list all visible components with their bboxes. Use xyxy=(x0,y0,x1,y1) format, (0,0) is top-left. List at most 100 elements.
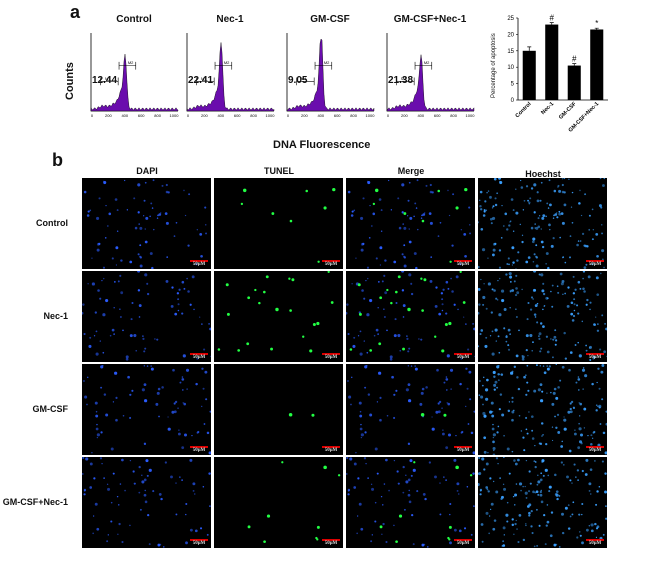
column-header-tunel: TUNEL xyxy=(264,166,294,176)
scale-bar-line xyxy=(322,446,340,448)
row-header-1: Nec-1 xyxy=(43,311,68,321)
scale-bar-label: 50μM xyxy=(192,262,206,267)
dna-histogram-2: M1 M2 0 200 400 600 800 1000 xyxy=(286,33,375,118)
micrograph-merge-1: 50μM xyxy=(346,271,475,362)
error-bar xyxy=(594,27,599,30)
micrograph-hoechst-3: 50μM xyxy=(478,457,607,548)
histogram-title-2: GM-CSF xyxy=(310,14,350,25)
scale-bar: 50μM xyxy=(190,539,208,546)
apoptosis-percent-0: 12.44 xyxy=(92,75,118,86)
scale-bar: 50μM xyxy=(190,446,208,453)
gate-m1-label-3: M1 xyxy=(401,76,407,81)
micrograph-hoechst-0: 50μM xyxy=(478,178,607,269)
scale-bar: 50μM xyxy=(586,353,604,360)
apoptosis-percent-3: 21.38 xyxy=(388,75,414,86)
histogram-title-0: Control xyxy=(116,14,152,25)
scale-bar-label: 50μM xyxy=(456,448,470,453)
histogram-tick-label: 800 xyxy=(154,113,161,118)
scale-bar-line xyxy=(586,260,604,262)
gate-m2-label-1: M2 xyxy=(224,60,230,65)
histogram-tick-label: 600 xyxy=(434,113,441,118)
scale-bar-label: 50μM xyxy=(192,541,206,546)
gate-m2-label-3: M2 xyxy=(424,60,430,65)
scale-bar-line xyxy=(190,260,208,262)
micrograph-dapi-3: 50μM xyxy=(82,457,211,548)
histogram-tick-label: 0 xyxy=(91,113,94,118)
column-header-dapi: DAPI xyxy=(136,166,158,176)
scale-bar: 50μM xyxy=(190,353,208,360)
error-bar xyxy=(572,63,577,66)
gate-m2-1 xyxy=(214,61,233,70)
histogram-shape-1 xyxy=(186,42,275,112)
scale-bar: 50μM xyxy=(190,260,208,267)
scale-bar-line xyxy=(322,353,340,355)
micrograph-merge-2: 50μM xyxy=(346,364,475,455)
gate-m2-2 xyxy=(314,61,333,70)
error-bar xyxy=(527,46,532,51)
apoptosis-percent-1: 22.41 xyxy=(188,75,214,86)
bar-gm-csf xyxy=(567,65,581,100)
scale-bar-line xyxy=(190,353,208,355)
histogram-tick-label: 200 xyxy=(105,113,112,118)
scale-bar: 50μM xyxy=(322,353,340,360)
histogram-tick-label: 1000 xyxy=(266,113,276,118)
ytick-label: 20 xyxy=(507,32,514,38)
scale-bar-label: 50μM xyxy=(324,355,338,360)
scale-bar-label: 50μM xyxy=(192,448,206,453)
panel-b-letter: b xyxy=(52,150,63,170)
gate-m1-label-0: M1 xyxy=(105,76,111,81)
gate-m1-3 xyxy=(396,77,415,86)
scale-bar: 50μM xyxy=(454,353,472,360)
column-header-merge: Merge xyxy=(397,166,425,176)
scale-bar-label: 50μM xyxy=(192,355,206,360)
micrograph-hoechst-2: 50μM xyxy=(478,364,607,455)
apoptosis-bar-chart: 0510152025Control#Nec-1#GM-CSF*GM-CSF+Ne… xyxy=(507,14,608,134)
scale-bar-line xyxy=(322,539,340,541)
scale-bar: 50μM xyxy=(322,539,340,546)
dna-fluorescence-label: DNA Fluorescence xyxy=(273,139,371,151)
histogram-tick-label: 800 xyxy=(450,113,457,118)
scale-bar: 50μM xyxy=(322,446,340,453)
scale-bar: 50μM xyxy=(454,446,472,453)
histogram-tick-label: 800 xyxy=(350,113,357,118)
histogram-tick-label: 400 xyxy=(317,113,324,118)
scale-bar: 50μM xyxy=(454,539,472,546)
micrograph-tunel-0: 50μM xyxy=(214,178,343,269)
histogram-tick-label: 800 xyxy=(250,113,257,118)
apoptosis-percent-2: 9.05 xyxy=(288,75,308,86)
dna-histogram-1: M1 M2 0 200 400 600 800 1000 xyxy=(186,33,276,118)
scale-bar-line xyxy=(586,353,604,355)
ytick-label: 5 xyxy=(511,82,515,88)
scale-bar-label: 50μM xyxy=(456,355,470,360)
gate-m1-0 xyxy=(100,77,119,86)
bar-control xyxy=(522,50,536,100)
scale-bar: 50μM xyxy=(322,260,340,267)
scale-bar-label: 50μM xyxy=(588,541,602,546)
ytick-label: 25 xyxy=(507,16,514,22)
scale-bar-label: 50μM xyxy=(324,262,338,267)
histogram-tick-label: 400 xyxy=(121,113,128,118)
bar-gm-csf-nec-1 xyxy=(590,29,604,101)
counts-axis-label: Counts xyxy=(64,62,76,100)
scale-bar-label: 50μM xyxy=(456,541,470,546)
bar-nec-1 xyxy=(545,24,559,101)
scale-bar-line xyxy=(454,260,472,262)
significance-mark: # xyxy=(550,14,555,23)
ytick-label: 15 xyxy=(507,49,514,55)
significance-mark: * xyxy=(595,19,598,28)
histogram-shape-3 xyxy=(386,54,475,112)
scale-bar-label: 50μM xyxy=(456,262,470,267)
micrograph-tunel-3: 50μM xyxy=(214,457,343,548)
scale-bar-label: 50μM xyxy=(588,355,602,360)
gate-m2-label-2: M2 xyxy=(324,60,330,65)
scale-bar-line xyxy=(190,539,208,541)
scale-bar-line xyxy=(190,446,208,448)
row-header-0: Control xyxy=(36,218,68,228)
scale-bar-line xyxy=(454,353,472,355)
scale-bar-label: 50μM xyxy=(588,448,602,453)
histogram-title-1: Nec-1 xyxy=(216,14,244,25)
error-bar xyxy=(549,22,554,25)
panel-a-letter: a xyxy=(70,2,81,22)
scale-bar-label: 50μM xyxy=(588,262,602,267)
histogram-tick-label: 600 xyxy=(234,113,241,118)
